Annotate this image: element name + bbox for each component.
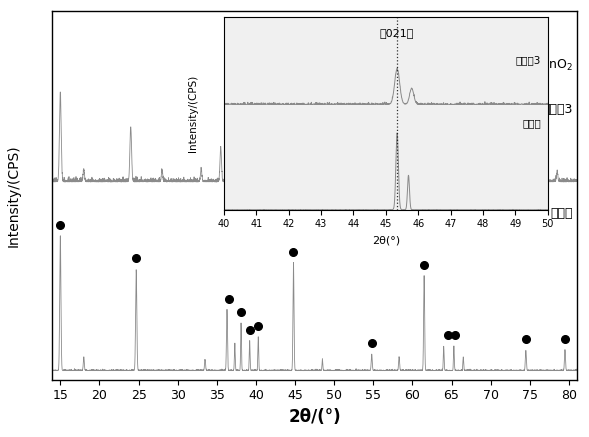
Text: 实施例3: 实施例3 [516,55,541,65]
X-axis label: 2θ/(°): 2θ/(°) [288,408,341,426]
Y-axis label: Intensity/(CPS): Intensity/(CPS) [188,75,198,152]
Text: 实施例3: 实施例3 [542,104,573,117]
Y-axis label: Intensity/(CPS): Intensity/(CPS) [7,144,21,246]
Text: （021）: （021） [380,28,414,38]
X-axis label: 2θ(°): 2θ(°) [372,235,400,245]
Text: （021）: （021） [264,32,311,47]
Text: 对比例: 对比例 [550,207,573,220]
Text: 对比例: 对比例 [522,118,541,128]
Text: ●:o-LiMnO$_2$: ●:o-LiMnO$_2$ [500,57,573,73]
